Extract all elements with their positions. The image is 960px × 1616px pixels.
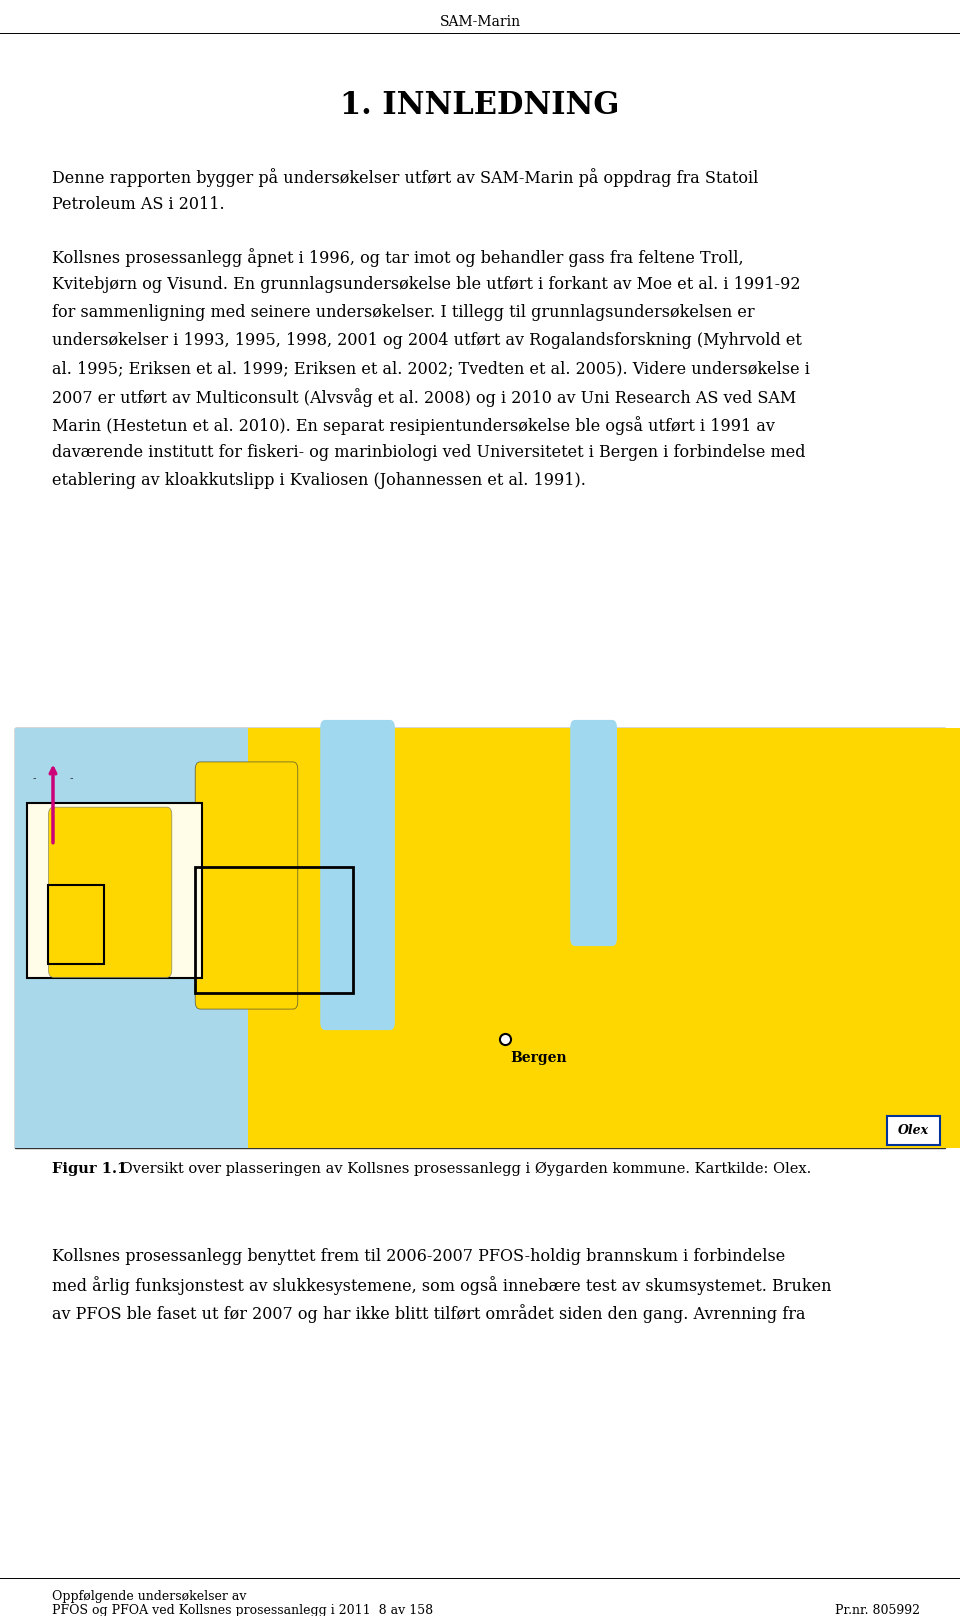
Text: Petroleum AS i 2011.: Petroleum AS i 2011. — [52, 196, 225, 213]
Text: PFOS og PFOA ved Kollsnes prosessanlegg i 2011  8 av 158: PFOS og PFOA ved Kollsnes prosessanlegg … — [52, 1605, 433, 1616]
Text: 2007 er utført av Multiconsult (Alvsvåg et al. 2008) og i 2010 av Uni Research A: 2007 er utført av Multiconsult (Alvsvåg … — [52, 388, 796, 407]
Text: Kollsnes prosessanlegg åpnet i 1996, og tar imot og behandler gass fra feltene T: Kollsnes prosessanlegg åpnet i 1996, og … — [52, 247, 744, 267]
Text: -: - — [70, 774, 74, 784]
FancyBboxPatch shape — [195, 761, 298, 1008]
Text: Figur 1.1: Figur 1.1 — [52, 1162, 128, 1176]
Text: Bergen: Bergen — [510, 1052, 566, 1065]
Text: al. 1995; Eriksen et al. 1999; Eriksen et al. 2002; Tvedten et al. 2005). Videre: al. 1995; Eriksen et al. 1999; Eriksen e… — [52, 360, 810, 377]
FancyBboxPatch shape — [48, 806, 172, 978]
Text: Olex: Olex — [899, 1123, 929, 1136]
Text: -: - — [33, 774, 36, 784]
Bar — [15, 727, 945, 1147]
Text: Kollsnes prosessanlegg benyttet frem til 2006-2007 PFOS-holdig brannskum i forbi: Kollsnes prosessanlegg benyttet frem til… — [52, 1248, 785, 1265]
Text: Pr.nr. 805992: Pr.nr. 805992 — [835, 1605, 920, 1616]
Text: SAM-Marin: SAM-Marin — [440, 15, 520, 29]
Text: etablering av kloakkutslipp i Kvaliosen (Johannessen et al. 1991).: etablering av kloakkutslipp i Kvaliosen … — [52, 472, 586, 490]
Text: for sammenligning med seinere undersøkelser. I tillegg til grunnlagsundersøkelse: for sammenligning med seinere undersøkel… — [52, 304, 755, 322]
Text: undersøkelser i 1993, 1995, 1998, 2001 og 2004 utført av Rogalandsforskning (Myh: undersøkelser i 1993, 1995, 1998, 2001 o… — [52, 331, 802, 349]
Text: Marin (Hestetun et al. 2010). En separat resipientundersøkelse ble også utført i: Marin (Hestetun et al. 2010). En separat… — [52, 415, 775, 435]
Bar — [27, 803, 202, 978]
Bar — [887, 1115, 940, 1144]
Bar — [195, 866, 353, 992]
Text: 1. INNLEDNING: 1. INNLEDNING — [340, 90, 620, 121]
FancyBboxPatch shape — [570, 719, 617, 945]
Text: med årlig funksjonstest av slukkesystemene, som også innebære test av skumsystem: med årlig funksjonstest av slukkesysteme… — [52, 1277, 831, 1294]
Bar — [48, 886, 104, 965]
Text: Oppfølgende undersøkelser av: Oppfølgende undersøkelser av — [52, 1590, 247, 1603]
Bar — [245, 727, 960, 1147]
Text: Denne rapporten bygger på undersøkelser utført av SAM-Marin på oppdrag fra Stato: Denne rapporten bygger på undersøkelser … — [52, 168, 758, 187]
FancyBboxPatch shape — [321, 719, 395, 1029]
Text: Oversikt over plasseringen av Kollsnes prosessanlegg i Øygarden kommune. Kartkil: Oversikt over plasseringen av Kollsnes p… — [116, 1162, 811, 1176]
Text: Kvitebjørn og Visund. En grunnlagsundersøkelse ble utført i forkant av Moe et al: Kvitebjørn og Visund. En grunnlagsunders… — [52, 276, 801, 292]
Text: av PFOS ble faset ut før 2007 og har ikke blitt tilført området siden den gang. : av PFOS ble faset ut før 2007 og har ikk… — [52, 1304, 805, 1324]
Bar — [15, 727, 248, 1147]
Text: daværende institutt for fiskeri- og marinbiologi ved Universitetet i Bergen i fo: daværende institutt for fiskeri- og mari… — [52, 444, 805, 461]
